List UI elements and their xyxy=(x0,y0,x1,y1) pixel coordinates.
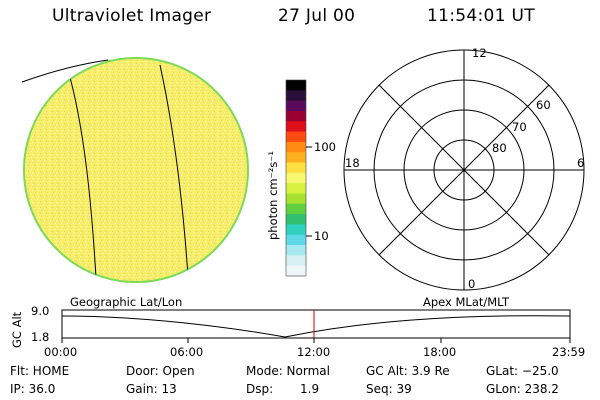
colorbar-unit-label: photon cm⁻²s⁻¹ xyxy=(266,151,280,240)
colorbar-segment xyxy=(286,193,306,205)
colorbar-segment xyxy=(286,203,306,215)
mlat-label-80: 80 xyxy=(492,141,507,155)
diag-line-2 xyxy=(378,84,550,256)
timeline-plot xyxy=(61,309,571,343)
colorbar-segment xyxy=(286,245,306,256)
status-flt: Flt: HOME xyxy=(10,364,70,378)
altitude-curve xyxy=(61,315,571,338)
polar-panel-caption: Apex MLat/MLT xyxy=(423,295,510,309)
horizon-line xyxy=(21,59,109,83)
timeline-y-max: 9.0 xyxy=(31,304,50,318)
time-label: 11:54:01 UT xyxy=(427,6,535,26)
colorbar-segment xyxy=(286,110,306,122)
app-title: Ultraviolet Imager xyxy=(52,6,212,26)
colorbar-segment xyxy=(286,131,306,143)
polar-plot xyxy=(343,49,585,291)
colorbar-segment xyxy=(286,152,306,164)
meridian-line-right xyxy=(159,64,189,277)
date-label: 27 Jul 00 xyxy=(278,6,356,26)
status-seq: Seq: 39 xyxy=(366,382,412,396)
colorbar-segment xyxy=(286,183,306,194)
status-dsp-label: Dsp: xyxy=(246,382,274,396)
timeline-frame xyxy=(61,309,571,339)
status-mode: Mode: Normal xyxy=(246,364,330,378)
mlat-label-60: 60 xyxy=(536,98,551,112)
timeline-y-min: 1.8 xyxy=(31,330,50,344)
timeline-y-label: GC Alt xyxy=(10,311,24,348)
colorbar-segment xyxy=(286,90,306,102)
status-gain: Gain: 13 xyxy=(126,382,177,396)
timeline-tick-0600: 06:00 xyxy=(170,345,204,359)
colorbar-segment xyxy=(286,121,306,133)
timeline-tick-1800: 18:00 xyxy=(423,345,457,359)
mlt-label-6: 6 xyxy=(577,156,585,170)
colorbar-segment xyxy=(286,255,306,267)
colorbar-label-10: 10 xyxy=(314,229,329,243)
colorbar-segment xyxy=(286,234,306,246)
uv-disk-image xyxy=(21,57,249,283)
mlt-label-18: 18 xyxy=(345,156,360,170)
colorbar-segment xyxy=(286,224,306,236)
timeline-tick-2359: 23:59 xyxy=(552,345,586,359)
status-door: Door: Open xyxy=(126,364,195,378)
disk-rim xyxy=(23,57,249,283)
colorbar-segment xyxy=(286,80,306,91)
colorbar-segment xyxy=(286,265,306,277)
status-glat: GLat: −25.0 xyxy=(486,364,559,378)
status-dsp-value: 1.9 xyxy=(300,382,320,396)
mlt-label-12: 12 xyxy=(472,46,487,60)
timeline-tick-0000: 00:00 xyxy=(44,345,78,359)
colorbar-segment xyxy=(286,162,306,174)
colorbar-segment xyxy=(286,214,306,225)
left-panel-caption: Geographic Lat/Lon xyxy=(70,295,183,309)
status-glon: GLon: 238.2 xyxy=(486,382,559,396)
colorbar-segment xyxy=(286,141,306,153)
colorbar xyxy=(286,80,306,277)
colorbar-segment xyxy=(286,100,306,112)
mlat-label-70: 70 xyxy=(512,120,527,134)
colorbar-segment xyxy=(286,172,306,184)
status-gc-alt: GC Alt: 3.9 Re xyxy=(366,364,450,378)
colorbar-label-100: 100 xyxy=(314,140,336,154)
timeline-tick-1200: 12:00 xyxy=(297,345,331,359)
meridian-line-left xyxy=(67,69,97,279)
status-ip: IP: 36.0 xyxy=(10,382,56,396)
mlt-label-0: 0 xyxy=(468,277,476,291)
